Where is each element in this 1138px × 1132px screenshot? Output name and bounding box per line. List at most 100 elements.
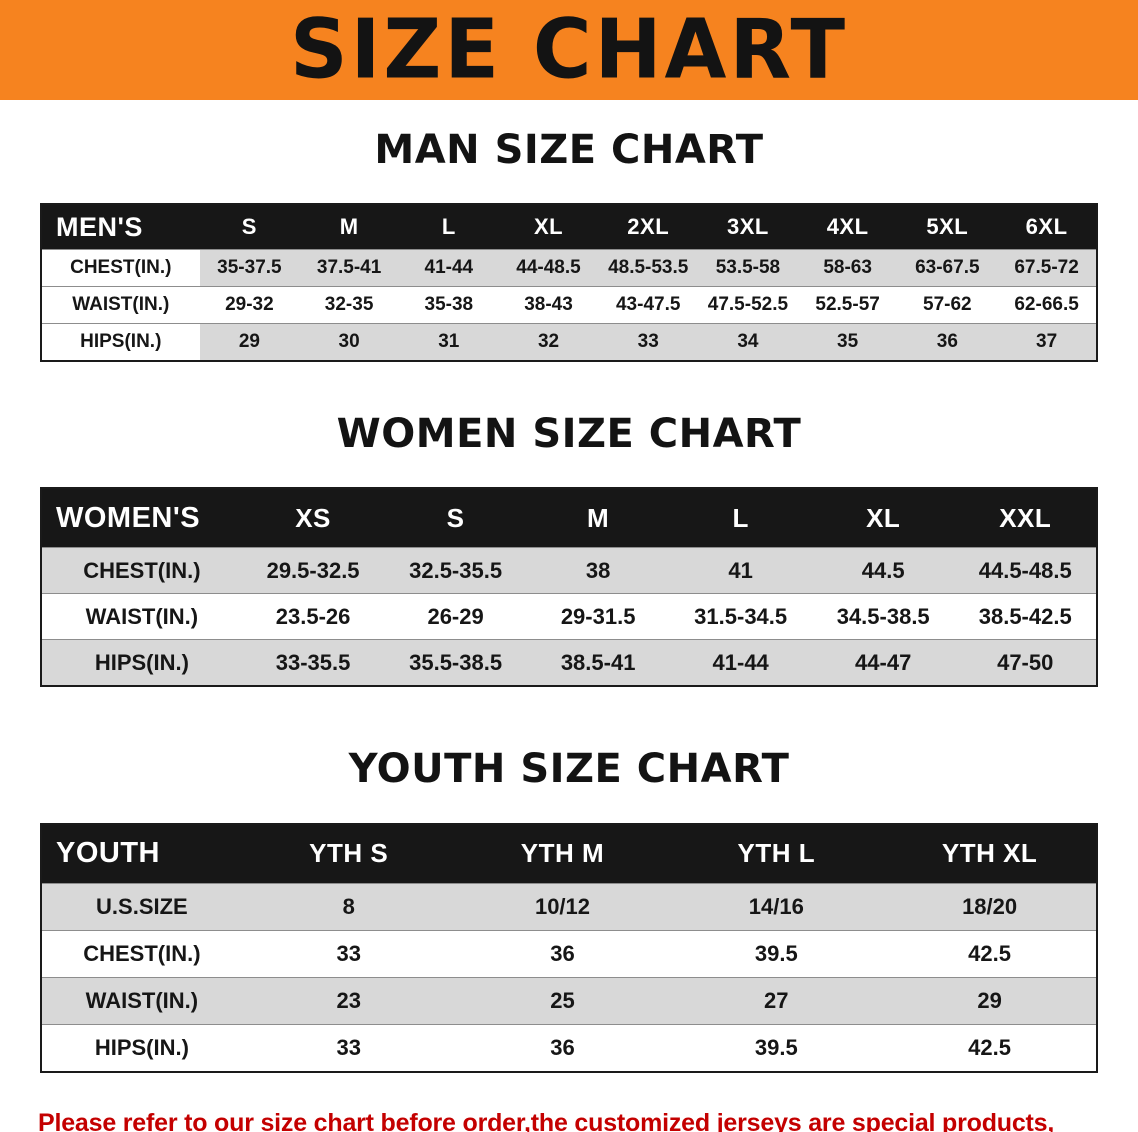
youth-size-table: YOUTH YTH S YTH M YTH L YTH XL U.S.SIZE 8 10/12…	[40, 822, 1098, 1073]
row-label-cell: CHEST(IN.)	[41, 249, 200, 287]
value-cell: 34	[737, 331, 759, 353]
table-row: U.S.SIZE 8 10/12 14/16 18/20	[41, 883, 1097, 931]
value-cell: 35-38	[424, 294, 474, 316]
value-cell: 38-43	[524, 294, 573, 316]
value-cell: 42.5	[968, 1034, 1011, 1060]
value-cell: 38.5-41	[560, 649, 636, 675]
banner: SIZE CHART	[0, 0, 1138, 100]
size-header-cell: L	[398, 204, 499, 250]
section-women: WOMEN SIZE CHART WOMEN'S XS S M L XL XXL CHEST(…	[0, 414, 1138, 688]
value-cell: 10/12	[534, 893, 591, 919]
header-row: MEN'S S M L XL 2XL 3XL 4XL 5XL 6XL	[41, 204, 1097, 250]
value-cell: 30	[338, 331, 360, 353]
value-cell: 44.5-48.5	[978, 557, 1072, 583]
row-label-cell: U.S.SIZE	[96, 893, 188, 919]
table-row: WAIST(IN.) 23 25 27 29	[41, 977, 1097, 1025]
value-cell: 63-67.5	[915, 257, 980, 279]
size-header-cell: XL	[811, 488, 955, 548]
value-cell: 42.5	[968, 940, 1011, 966]
value-cell: 23.5-26	[275, 603, 351, 629]
size-header-cell: S	[199, 204, 300, 250]
value-cell: 18/20	[962, 893, 1018, 919]
value-cell: 52.5-57	[815, 294, 880, 316]
value-cell: 41-44	[424, 257, 474, 279]
value-cell: 38	[585, 557, 611, 583]
size-header-cell: YTH M	[455, 823, 670, 884]
size-header-cell: YTH S	[241, 823, 456, 884]
table-title-cell: YOUTH	[41, 823, 242, 884]
size-header-cell: 4XL	[797, 204, 898, 250]
value-cell: 29	[238, 331, 260, 353]
value-cell: 39.5	[754, 940, 798, 966]
size-header-cell: L	[669, 488, 812, 548]
table-row: HIPS(IN.) 33 36 39.5 42.5	[41, 1024, 1097, 1072]
size-header-cell: 5XL	[897, 204, 998, 250]
value-cell: 23	[336, 987, 361, 1013]
value-cell: 14/16	[748, 893, 804, 919]
table-row: HIPS(IN.) 29 30 31 32 33 34 35 36 37	[41, 323, 1097, 362]
value-cell: 29-32	[225, 294, 274, 316]
value-cell: 27	[764, 987, 789, 1013]
size-header-cell: YTH L	[669, 823, 884, 884]
header-row: YOUTH YTH S YTH M YTH L YTH XL	[41, 823, 1097, 884]
value-cell: 31	[438, 331, 460, 353]
disclaimer-note: Please refer to our size chart before or…	[38, 1099, 1128, 1132]
value-cell: 36	[550, 940, 575, 966]
value-cell: 32-35	[324, 294, 374, 316]
value-cell: 31.5-34.5	[694, 603, 788, 629]
value-cell: 34.5-38.5	[836, 603, 930, 629]
value-cell: 25	[550, 987, 575, 1013]
table-row: CHEST(IN.) 29.5-32.5 32.5-35.5 38 41 44.5 44.5…	[41, 547, 1097, 594]
size-header-cell: M	[299, 204, 399, 250]
table-row: HIPS(IN.) 33-35.5 35.5-38.5 38.5-41 41-44 44-…	[41, 639, 1097, 687]
disclaimer-line-1: Please refer to our size chart before or…	[38, 1108, 1055, 1132]
row-label-cell: CHEST(IN.)	[83, 557, 201, 583]
value-cell: 47-50	[997, 649, 1054, 675]
row-label-cell: WAIST(IN.)	[85, 603, 199, 629]
value-cell: 44-47	[855, 649, 912, 675]
value-cell: 57-62	[923, 294, 972, 316]
size-header-cell: S	[384, 488, 527, 548]
row-label-cell: HIPS(IN.)	[94, 649, 189, 675]
size-header-cell: 6XL	[997, 204, 1097, 250]
section-men: MAN SIZE CHART MEN'S S M L XL 2XL 3XL 4XL 5XL 6XL…	[0, 127, 1138, 363]
men-section-heading: MAN SIZE CHART	[374, 127, 764, 173]
row-label-cell: HIPS(IN.)	[94, 1034, 189, 1060]
table-row: WAIST(IN.) 23.5-26 26-29 29-31.5 31.5-34.5 34…	[41, 593, 1097, 640]
value-cell: 43-47.5	[615, 294, 681, 316]
mens-size-table: MEN'S S M L XL 2XL 3XL 4XL 5XL 6XL CHEST(IN.) 35-37…	[40, 203, 1098, 363]
row-label-cell: WAIST(IN.)	[41, 286, 200, 324]
table-title-cell: WOMEN'S	[41, 488, 242, 548]
value-cell: 8	[342, 893, 355, 919]
womens-size-table: WOMEN'S XS S M L XL XXL CHEST(IN.) 29.5-32.5 32.5…	[40, 487, 1098, 688]
row-label-cell: WAIST(IN.)	[85, 987, 199, 1013]
size-header-cell: YTH XL	[883, 823, 1097, 884]
value-cell: 53.5-58	[715, 257, 781, 279]
value-cell: 26-29	[427, 603, 484, 629]
value-cell: 39.5	[754, 1034, 798, 1060]
size-header-cell: XL	[498, 204, 599, 250]
row-label-cell: HIPS(IN.)	[41, 323, 200, 362]
value-cell: 44-48.5	[516, 257, 581, 279]
value-cell: 67.5-72	[1014, 257, 1079, 279]
value-cell: 33-35.5	[275, 649, 351, 675]
value-cell: 36	[936, 331, 958, 353]
value-cell: 41-44	[712, 649, 769, 675]
value-cell: 62-66.5	[1014, 294, 1079, 316]
table-row: CHEST(IN.) 35-37.5 37.5-41 41-44 44-48.5 48.5…	[41, 249, 1097, 287]
value-cell: 41	[728, 557, 753, 583]
value-cell: 58-63	[823, 257, 872, 279]
value-cell: 44.5	[861, 557, 905, 583]
value-cell: 35	[837, 331, 859, 353]
size-header-cell: XS	[241, 488, 385, 548]
value-cell: 33	[336, 1034, 361, 1060]
value-cell: 38.5-42.5	[978, 603, 1072, 629]
table-row: WAIST(IN.) 29-32 32-35 35-38 38-43 43-47.5 47.…	[41, 286, 1097, 324]
chart-body: MAN SIZE CHART MEN'S S M L XL 2XL 3XL 4XL 5XL 6XL…	[0, 130, 1138, 1132]
value-cell: 29	[977, 987, 1002, 1013]
value-cell: 47.5-52.5	[707, 294, 789, 316]
value-cell: 33	[336, 940, 361, 966]
page-title: SIZE CHART	[289, 2, 849, 97]
value-cell: 36	[550, 1034, 575, 1060]
